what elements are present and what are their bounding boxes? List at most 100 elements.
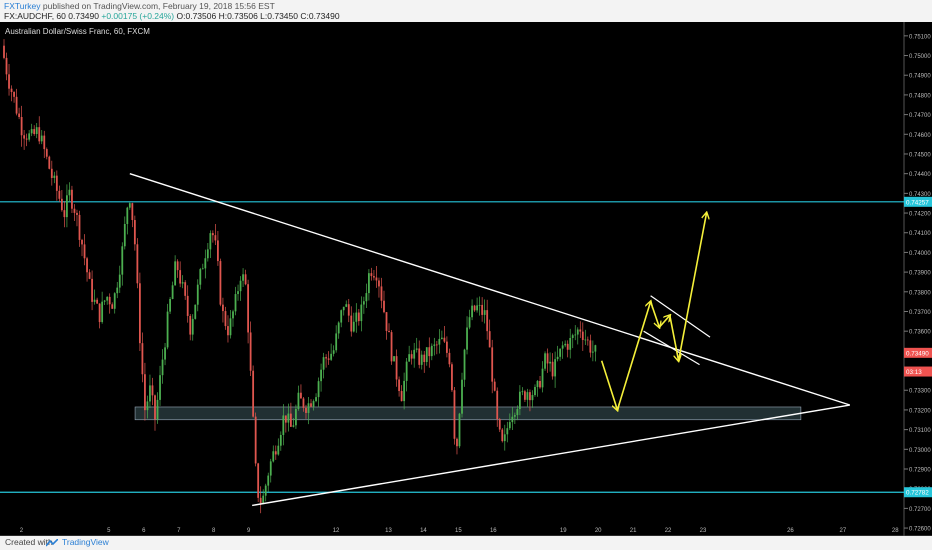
candle-body	[254, 416, 257, 464]
candle-body	[5, 57, 8, 75]
candle-body	[345, 304, 348, 307]
candle-body	[199, 269, 202, 285]
candle-body	[591, 351, 594, 353]
candle-body	[300, 392, 302, 399]
candle-body	[503, 434, 506, 442]
candle-body	[556, 356, 559, 360]
x-tick-label: 9	[247, 528, 251, 534]
candle-body	[418, 348, 421, 365]
candle-body	[320, 369, 322, 382]
candle-body	[227, 326, 229, 336]
candle-body	[425, 347, 428, 362]
candle-body	[93, 299, 96, 302]
x-tick-label: 2	[20, 528, 24, 534]
candle-body	[390, 332, 393, 362]
y-tick-label: 0.74800	[909, 93, 931, 99]
candle-body	[10, 88, 13, 93]
candle-body	[549, 361, 551, 364]
candle-body	[446, 341, 448, 353]
candle-body	[594, 345, 597, 352]
candle-body	[496, 390, 499, 420]
candle-body	[264, 485, 267, 496]
x-tick-label: 15	[455, 528, 462, 534]
projection-arrow	[658, 315, 669, 328]
author-link[interactable]: FXTurkey	[4, 1, 41, 11]
price-label: 0.73490	[906, 350, 929, 357]
candle-body	[156, 399, 159, 420]
candle-body	[113, 293, 116, 309]
candle-body	[486, 310, 489, 332]
candle-body	[322, 357, 325, 370]
x-tick-label: 7	[177, 528, 181, 534]
candle-body	[541, 368, 544, 388]
candle-body	[169, 298, 171, 312]
candle-body	[131, 203, 134, 221]
x-tick-label: 16	[490, 528, 497, 534]
candle-body	[310, 403, 312, 407]
candle-body	[76, 212, 78, 215]
candle-body	[493, 381, 496, 391]
candle-body	[526, 392, 529, 400]
candle-body	[179, 270, 182, 284]
candle-body	[66, 195, 68, 218]
candle-body	[579, 329, 582, 332]
candle-body	[302, 398, 305, 408]
y-tick-label: 0.72900	[909, 467, 931, 473]
candle-body	[428, 347, 431, 357]
candle-body	[295, 408, 297, 426]
y-tick-label: 0.74200	[909, 212, 931, 218]
candle-body	[242, 274, 244, 281]
candle-body	[539, 380, 541, 388]
candle-body	[435, 344, 438, 346]
candle-body	[393, 356, 395, 362]
candle-body	[171, 285, 174, 299]
candle-body	[524, 391, 526, 400]
candle-body	[239, 280, 242, 292]
candle-body	[488, 331, 491, 348]
candle-body	[476, 305, 479, 311]
candle-body	[15, 96, 18, 114]
candle-body	[106, 296, 109, 301]
candle-body	[55, 175, 58, 191]
candles	[3, 39, 597, 514]
price-label: 03:13	[906, 369, 922, 376]
y-tick-label: 0.73600	[909, 330, 931, 336]
support-zone	[134, 406, 802, 421]
candle-body	[317, 381, 320, 398]
candle-body	[18, 113, 20, 117]
candle-body	[383, 300, 385, 313]
candle-body	[166, 311, 169, 348]
candle-body	[521, 391, 524, 393]
candle-body	[410, 354, 413, 359]
price-chart[interactable]: Australian Dollar/Swiss Franc, 60, FXCM 0…	[0, 22, 932, 536]
candle-body	[174, 261, 177, 286]
candle-body	[335, 333, 338, 351]
candle-body	[546, 353, 549, 364]
candle-body	[337, 322, 340, 334]
candle-body	[247, 284, 250, 333]
candle-body	[330, 353, 333, 360]
candle-body	[214, 235, 217, 241]
candle-body	[589, 340, 592, 353]
candle-body	[370, 273, 373, 277]
candle-body	[98, 303, 101, 323]
price-change: +0.00175 (+0.24%)	[101, 11, 175, 21]
candle-body	[511, 416, 514, 423]
candle-body	[342, 306, 345, 311]
candle-body	[471, 305, 473, 318]
candle-body	[305, 407, 307, 413]
price-label-box	[904, 366, 932, 377]
x-tick-label: 19	[560, 528, 567, 534]
candle-body	[458, 413, 461, 447]
y-tick-label: 0.74900	[909, 74, 931, 80]
candle-body	[28, 133, 31, 140]
candle-body	[498, 419, 501, 430]
candle-body	[408, 354, 411, 362]
candle-body	[60, 198, 63, 211]
brand-link[interactable]: TradingView	[62, 537, 109, 547]
y-tick-label: 0.73300	[909, 389, 931, 395]
candle-body	[71, 189, 73, 209]
y-tick-label: 0.74500	[909, 152, 931, 158]
candle-body	[378, 280, 380, 287]
candle-body	[574, 334, 577, 336]
